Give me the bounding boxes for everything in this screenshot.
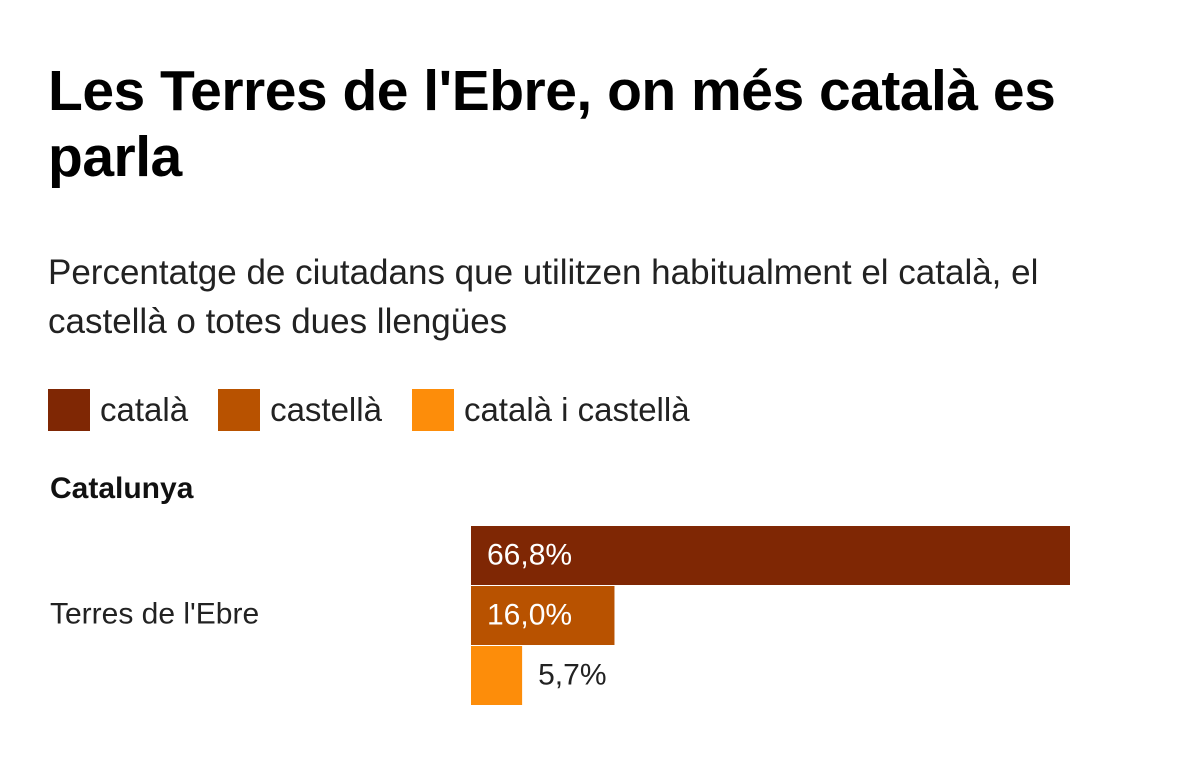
category-label: Terres de l'Ebre (50, 597, 259, 630)
bar-català (471, 526, 1070, 585)
legend-swatch (48, 389, 90, 431)
data-label: 16,0% (487, 598, 572, 631)
legend-item-catala-i-castella: català i castellà (411, 389, 690, 431)
legend-label: català (100, 391, 189, 428)
legend-swatch (411, 389, 454, 431)
bar-castellà (471, 586, 615, 645)
legend: català castellà català i castellà (48, 389, 720, 431)
legend-label: català i castellà (463, 391, 690, 428)
legend-item-catala: català (48, 389, 188, 431)
bar-català-i-castellà (471, 646, 523, 705)
group-label: Catalunya (50, 472, 194, 505)
data-label: 66,8% (487, 538, 572, 571)
legend-swatch (218, 389, 261, 431)
legend-label: castellà (270, 391, 382, 428)
data-label: 5,7% (538, 658, 606, 691)
legend-item-castella: castellà (218, 389, 382, 431)
chart-title: Les Terres de l'Ebre, on més català es p… (48, 59, 1056, 189)
chart-subtitle: Percentatge de ciutadans que utilitzen h… (48, 253, 1039, 341)
